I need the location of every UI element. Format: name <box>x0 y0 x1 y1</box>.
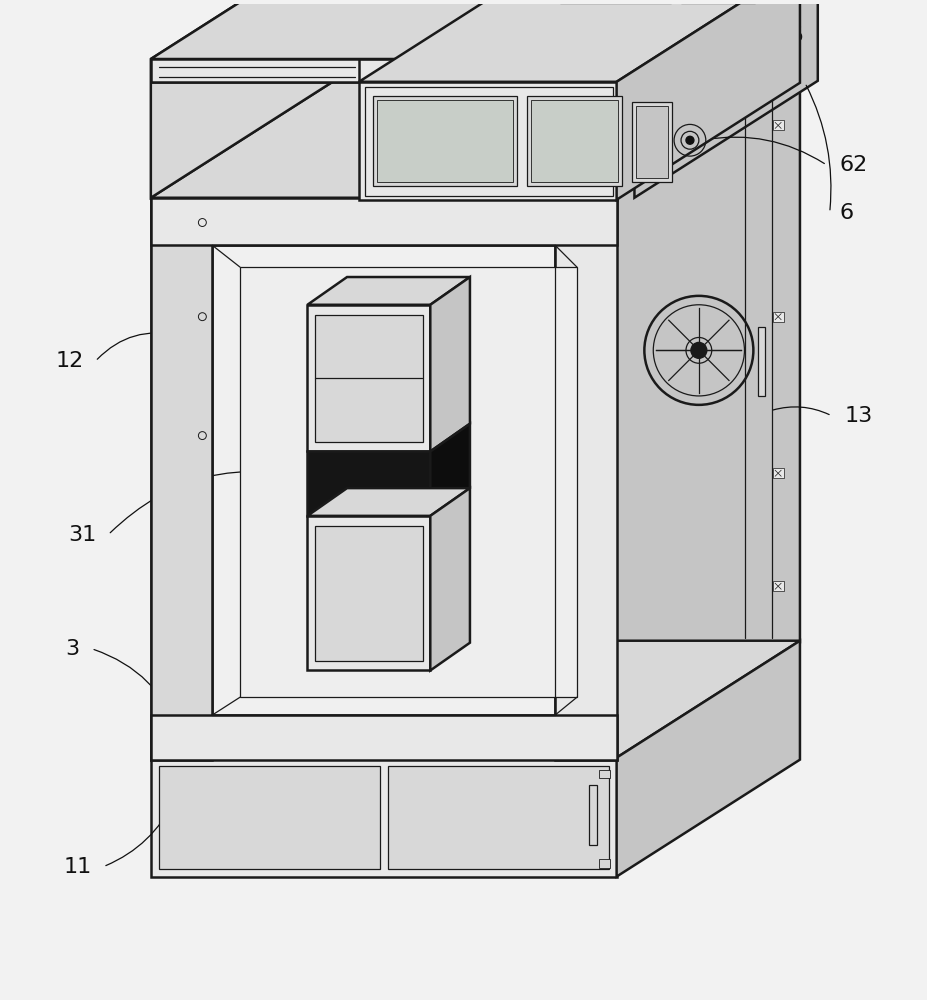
Polygon shape <box>616 0 800 200</box>
Bar <box>599 859 610 868</box>
Polygon shape <box>634 0 818 198</box>
Polygon shape <box>308 277 470 305</box>
Bar <box>315 526 424 661</box>
Circle shape <box>686 136 694 144</box>
Bar <box>589 785 597 845</box>
Text: 62: 62 <box>840 155 868 175</box>
Bar <box>773 120 784 130</box>
Polygon shape <box>212 245 555 715</box>
Text: 13: 13 <box>844 406 873 426</box>
Polygon shape <box>151 641 800 758</box>
Polygon shape <box>308 488 470 516</box>
Polygon shape <box>634 0 818 82</box>
Bar <box>758 327 766 396</box>
Text: 31: 31 <box>68 525 96 545</box>
Bar <box>365 87 613 196</box>
Bar <box>773 312 784 322</box>
Polygon shape <box>308 451 430 516</box>
Polygon shape <box>151 198 212 760</box>
Polygon shape <box>359 0 800 82</box>
Text: 11: 11 <box>63 857 92 877</box>
Polygon shape <box>430 277 470 451</box>
Polygon shape <box>430 424 470 516</box>
Polygon shape <box>308 305 430 451</box>
Text: 3: 3 <box>66 639 80 659</box>
Polygon shape <box>151 715 616 760</box>
Bar <box>387 766 609 869</box>
Polygon shape <box>430 488 470 670</box>
Polygon shape <box>359 82 616 200</box>
Polygon shape <box>151 198 616 760</box>
Text: 12: 12 <box>56 351 83 371</box>
Polygon shape <box>151 59 359 82</box>
Polygon shape <box>240 267 577 697</box>
Bar <box>531 100 617 182</box>
Polygon shape <box>151 81 800 198</box>
Polygon shape <box>151 59 634 82</box>
Bar <box>632 102 672 182</box>
Bar <box>159 766 380 869</box>
Polygon shape <box>555 198 616 760</box>
Polygon shape <box>560 0 671 3</box>
Polygon shape <box>616 81 800 760</box>
Bar <box>637 106 668 178</box>
Bar <box>773 581 784 591</box>
Text: 5: 5 <box>789 26 804 46</box>
Bar <box>599 770 610 778</box>
Polygon shape <box>616 641 800 877</box>
Bar <box>373 96 516 186</box>
Polygon shape <box>308 516 430 670</box>
Polygon shape <box>681 0 756 3</box>
Circle shape <box>691 342 706 358</box>
Polygon shape <box>151 0 818 59</box>
Text: 6: 6 <box>840 203 854 223</box>
Bar <box>315 315 424 442</box>
Polygon shape <box>151 758 616 877</box>
Polygon shape <box>151 198 616 245</box>
Bar <box>773 468 784 478</box>
Bar <box>527 96 622 186</box>
Polygon shape <box>151 0 334 198</box>
Bar <box>376 100 513 182</box>
